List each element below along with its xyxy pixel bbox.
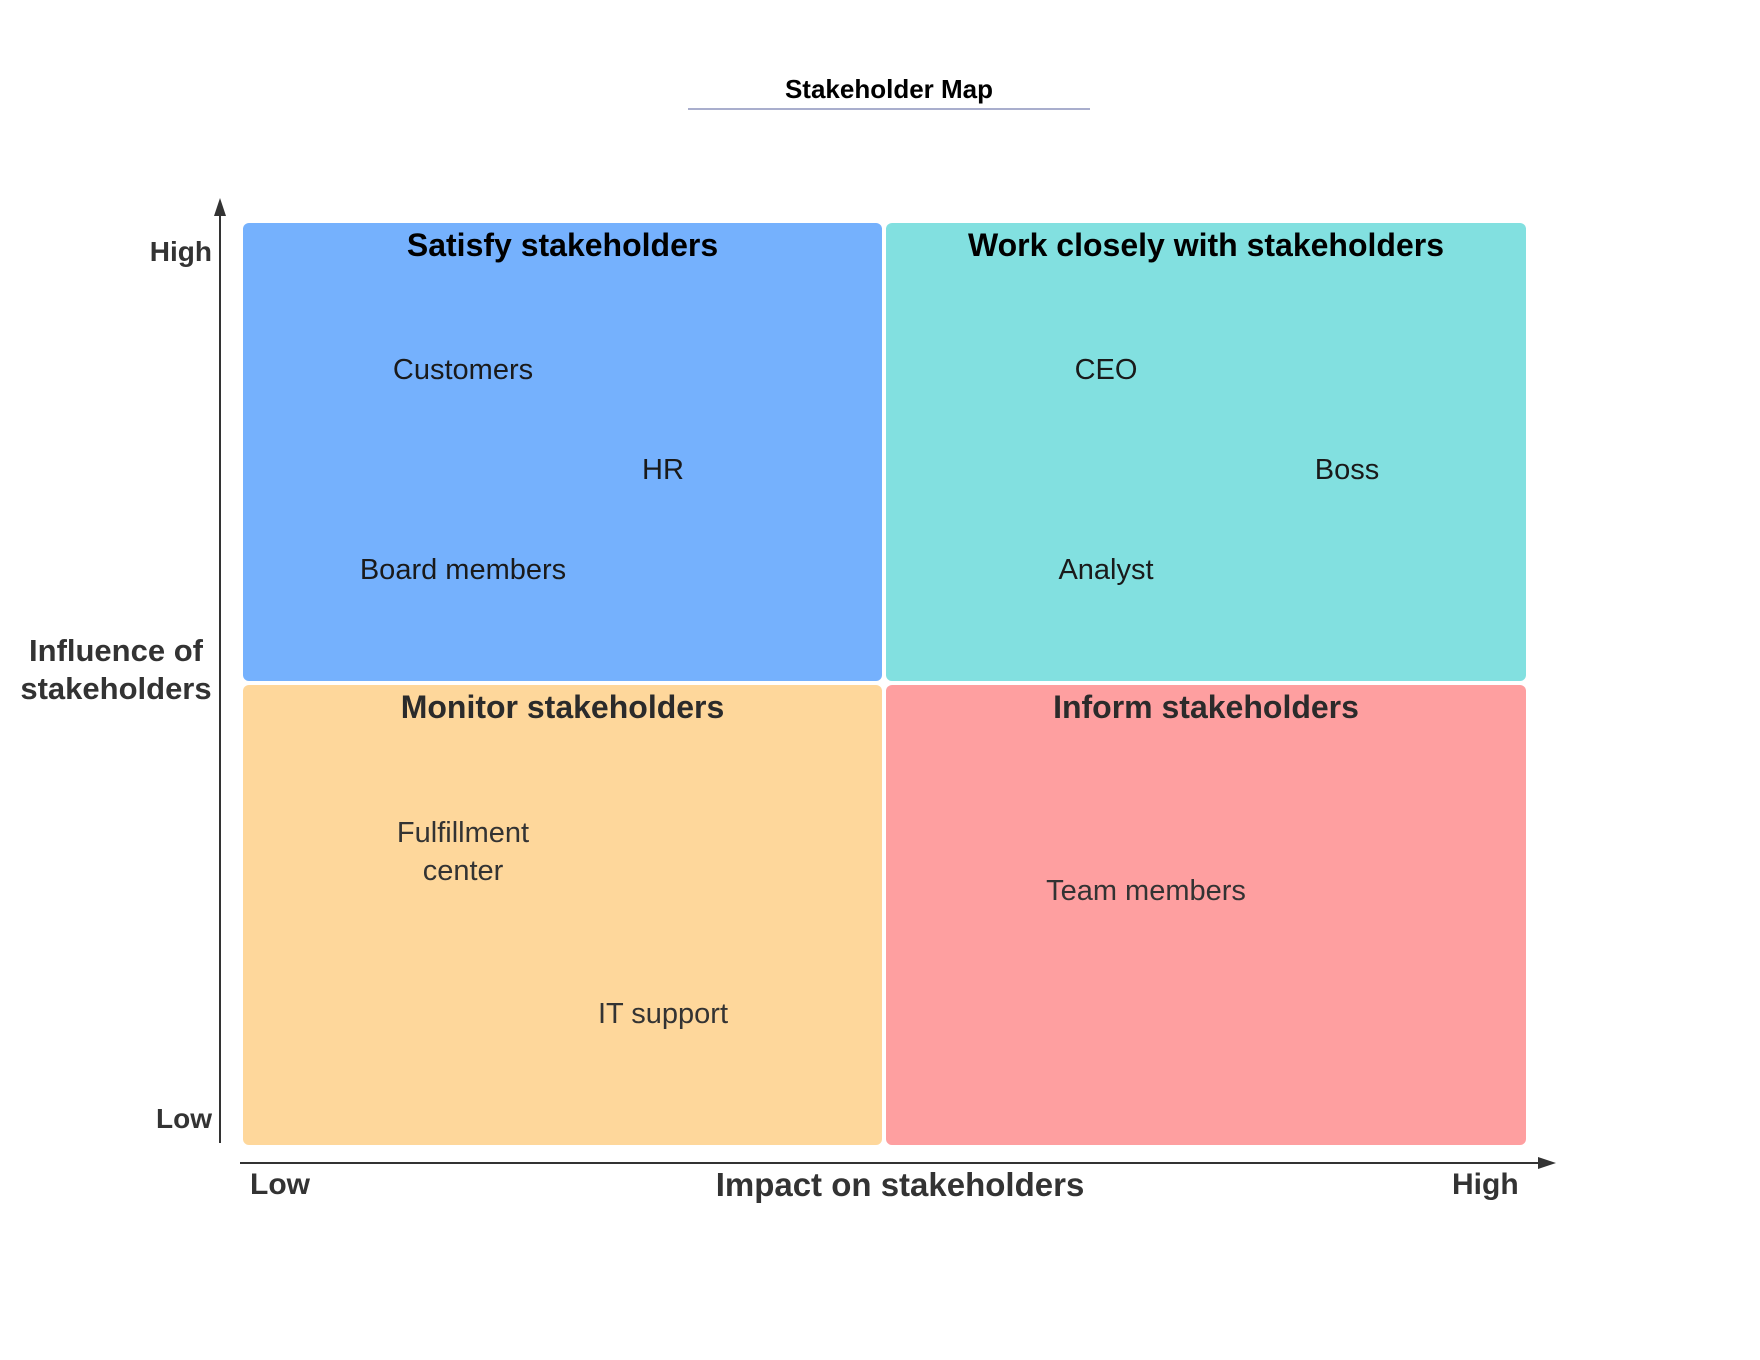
quadrant-inform: Inform stakeholders Team members [886,685,1526,1145]
stakeholder-ceo: CEO [1075,351,1138,389]
quadrant-title: Satisfy stakeholders [243,227,882,264]
quadrant-title: Work closely with stakeholders [886,227,1526,264]
stakeholder-team-members: Team members [1046,872,1246,910]
stakeholder-board-members: Board members [360,551,566,589]
y-axis-low-label: Low [140,1103,212,1135]
x-axis-high-label: High [1452,1168,1519,1202]
quadrant-work-closely: Work closely with stakeholders CEO Boss … [886,223,1526,681]
stakeholder-boss: Boss [1315,451,1379,489]
x-axis-low-label: Low [250,1168,310,1202]
stakeholder-customers: Customers [393,351,533,389]
quadrant-monitor: Monitor stakeholders Fulfillment center … [243,685,882,1145]
y-axis-arrow [214,198,226,216]
quadrant-title: Monitor stakeholders [243,689,882,726]
stakeholder-fulfillment-center: Fulfillment center [397,814,529,890]
y-axis-title: Influence of stakeholders [8,632,224,708]
x-axis-title: Impact on stakeholders [650,1166,1150,1204]
stakeholder-it-support: IT support [598,995,728,1033]
quadrant-satisfy: Satisfy stakeholders Customers HR Board … [243,223,882,681]
x-axis-arrow [1538,1157,1556,1169]
stakeholder-analyst: Analyst [1058,551,1153,589]
y-axis-high-label: High [140,236,212,268]
quadrant-title: Inform stakeholders [886,689,1526,726]
stakeholder-hr: HR [642,451,684,489]
